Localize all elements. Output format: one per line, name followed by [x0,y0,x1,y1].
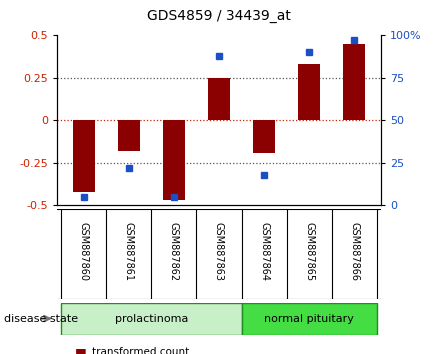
Text: GSM887864: GSM887864 [259,222,269,281]
Bar [163,120,185,200]
Text: GSM887866: GSM887866 [349,222,359,281]
Text: prolactinoma: prolactinoma [115,314,188,324]
Bar [253,120,275,153]
Text: GSM887862: GSM887862 [169,222,179,281]
Text: transformed count: transformed count [92,347,189,354]
Text: GSM887860: GSM887860 [79,222,89,281]
Bar [241,303,377,335]
Text: disease state: disease state [4,314,78,324]
Bar [73,120,95,192]
Text: GSM887863: GSM887863 [214,222,224,281]
Bar [298,64,320,120]
Text: GDS4859 / 34439_at: GDS4859 / 34439_at [147,9,291,23]
Bar [208,78,230,120]
Text: ■: ■ [74,346,86,354]
Bar [118,120,140,151]
Text: normal pituitary: normal pituitary [264,314,354,324]
Text: GSM887865: GSM887865 [304,222,314,281]
Bar [61,303,241,335]
Bar [343,44,365,120]
Text: GSM887861: GSM887861 [124,222,134,281]
